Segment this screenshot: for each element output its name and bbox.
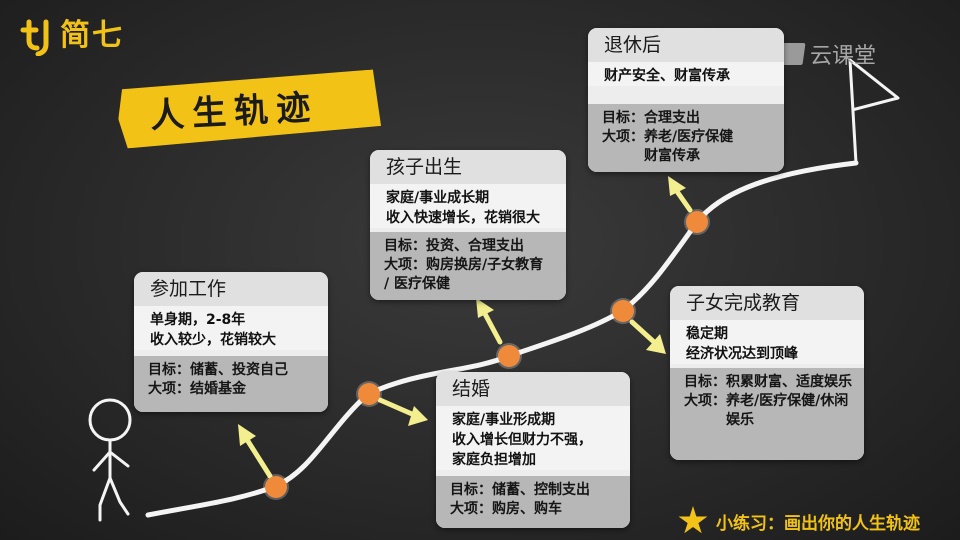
stage-desc: 家庭/事业成长期 收入快速增长，花销很大 — [370, 184, 566, 228]
brand-logo: 简七 — [20, 16, 124, 56]
stage-goal-box: 目标： 储蓄、控制支出 大项： 购房、购车 — [436, 476, 630, 528]
stage-title: 孩子出生 — [370, 150, 566, 184]
stage-goal-box: 目标：合理支出 大项：养老/医疗保健 大项：财富传承 — [588, 104, 784, 172]
stick-figure — [88, 398, 132, 522]
goal-label: 目标： — [384, 238, 426, 254]
stage-desc-line: 稳定期 — [686, 326, 728, 342]
stage-goal-box: 目标： 储蓄、投资自己 大项： 结婚基金 — [134, 356, 328, 412]
goal-label: 目标： — [148, 362, 190, 378]
stage-node-child — [498, 345, 520, 367]
goal-value: 积累财富、适度娱乐 — [726, 374, 852, 390]
stage-title: 参加工作 — [134, 272, 328, 306]
goal-value: 储蓄、控制支出 — [492, 482, 590, 498]
item-label: 大项： — [148, 381, 190, 397]
stage-desc-line: 财产安全、财富传承 — [604, 68, 730, 84]
stage-card-education: 子女完成教育 稳定期 经济状况达到顶峰 目标： 积累财富、适度娱乐 大项： 养老/医… — [670, 286, 864, 460]
stage-desc-line: 收入增长但财力不强， — [452, 432, 592, 448]
stage-desc-line: 家庭/事业成长期 — [386, 190, 490, 206]
item-label: 大项： — [450, 501, 492, 517]
item-value: 结婚基金 — [190, 381, 246, 397]
flag-pole — [848, 58, 858, 165]
stage-card-retire: 退休后 财产安全、财富传承 目标：合理支出 大项：养老/医疗保健 大项：财富传承 — [588, 28, 784, 172]
stage-desc-line: 收入快速增长，花销很大 — [386, 210, 540, 226]
stage-node-marriage — [358, 383, 380, 405]
stage-desc-line: 收入较少，花销较大 — [150, 332, 276, 348]
item-value: 养老/医疗保健/休闲娱乐 — [726, 393, 849, 428]
goal-value: 合理支出 — [644, 110, 700, 126]
stage-goal-box: 目标： 投资、合理支出 大项： 购房换房/子女教育 / 医疗保健 — [370, 232, 566, 300]
stage-desc: 家庭/事业形成期 收入增长但财力不强， 家庭负担增加 — [436, 406, 630, 470]
watermark-text: 云课堂 — [810, 44, 877, 69]
item-value: 购房换房/子女教育 — [426, 257, 544, 273]
stage-desc: 财产安全、财富传承 — [588, 62, 784, 86]
stage-title: 退休后 — [588, 28, 784, 62]
stage-desc-line: 经济状况达到顶峰 — [686, 346, 798, 362]
stage-node-work — [265, 476, 287, 498]
item-value: 购房、购车 — [492, 501, 562, 517]
brand-name: 简七 — [60, 18, 124, 53]
stage-card-work: 参加工作 单身期，2-8年 收入较少，花销较大 目标： 储蓄、投资自己 大项： 结婚… — [134, 272, 328, 412]
stage-card-marriage: 结婚 家庭/事业形成期 收入增长但财力不强， 家庭负担增加 目标： 储蓄、控制支出… — [436, 372, 630, 528]
stage-node-education — [612, 300, 634, 322]
stage-card-child: 孩子出生 家庭/事业成长期 收入快速增长，花销很大 目标： 投资、合理支出 大项：… — [370, 150, 566, 300]
stage-title: 结婚 — [436, 372, 630, 406]
goal-label: 目标： — [684, 374, 726, 390]
page-title: 人生轨迹 — [149, 87, 320, 137]
stage-node-retire — [686, 211, 708, 233]
stage-desc-line: 家庭负担增加 — [452, 452, 536, 468]
watermark: 云课堂 — [776, 38, 877, 70]
item-value: / 医疗保健 — [384, 276, 450, 292]
arrows — [238, 176, 693, 479]
stage-desc-line: 单身期，2-8年 — [150, 312, 246, 328]
exercise-prompt: 小练习：画出你的人生轨迹 — [716, 514, 920, 534]
brand-mark-icon — [20, 19, 49, 56]
stage-desc: 单身期，2-8年 收入较少，花销较大 — [134, 306, 328, 350]
item-value: 养老/医疗保健 — [644, 129, 734, 145]
item-label: 大项： — [384, 257, 426, 273]
stage-desc: 稳定期 经济状况达到顶峰 — [670, 320, 864, 364]
goal-value: 储蓄、投资自己 — [190, 362, 288, 378]
stage-title: 子女完成教育 — [670, 286, 864, 320]
item-label: 大项： — [684, 393, 726, 409]
goal-label: 目标： — [450, 482, 492, 498]
item-value: 财富传承 — [644, 148, 700, 164]
goal-value: 投资、合理支出 — [426, 238, 524, 254]
flag — [849, 58, 900, 112]
stage-goal-box: 目标： 积累财富、适度娱乐 大项： 养老/医疗保健/休闲娱乐 — [670, 368, 864, 460]
stage-desc-line: 家庭/事业形成期 — [452, 412, 556, 428]
goal-label: 目标： — [602, 110, 644, 126]
item-label: 大项： — [602, 129, 644, 145]
